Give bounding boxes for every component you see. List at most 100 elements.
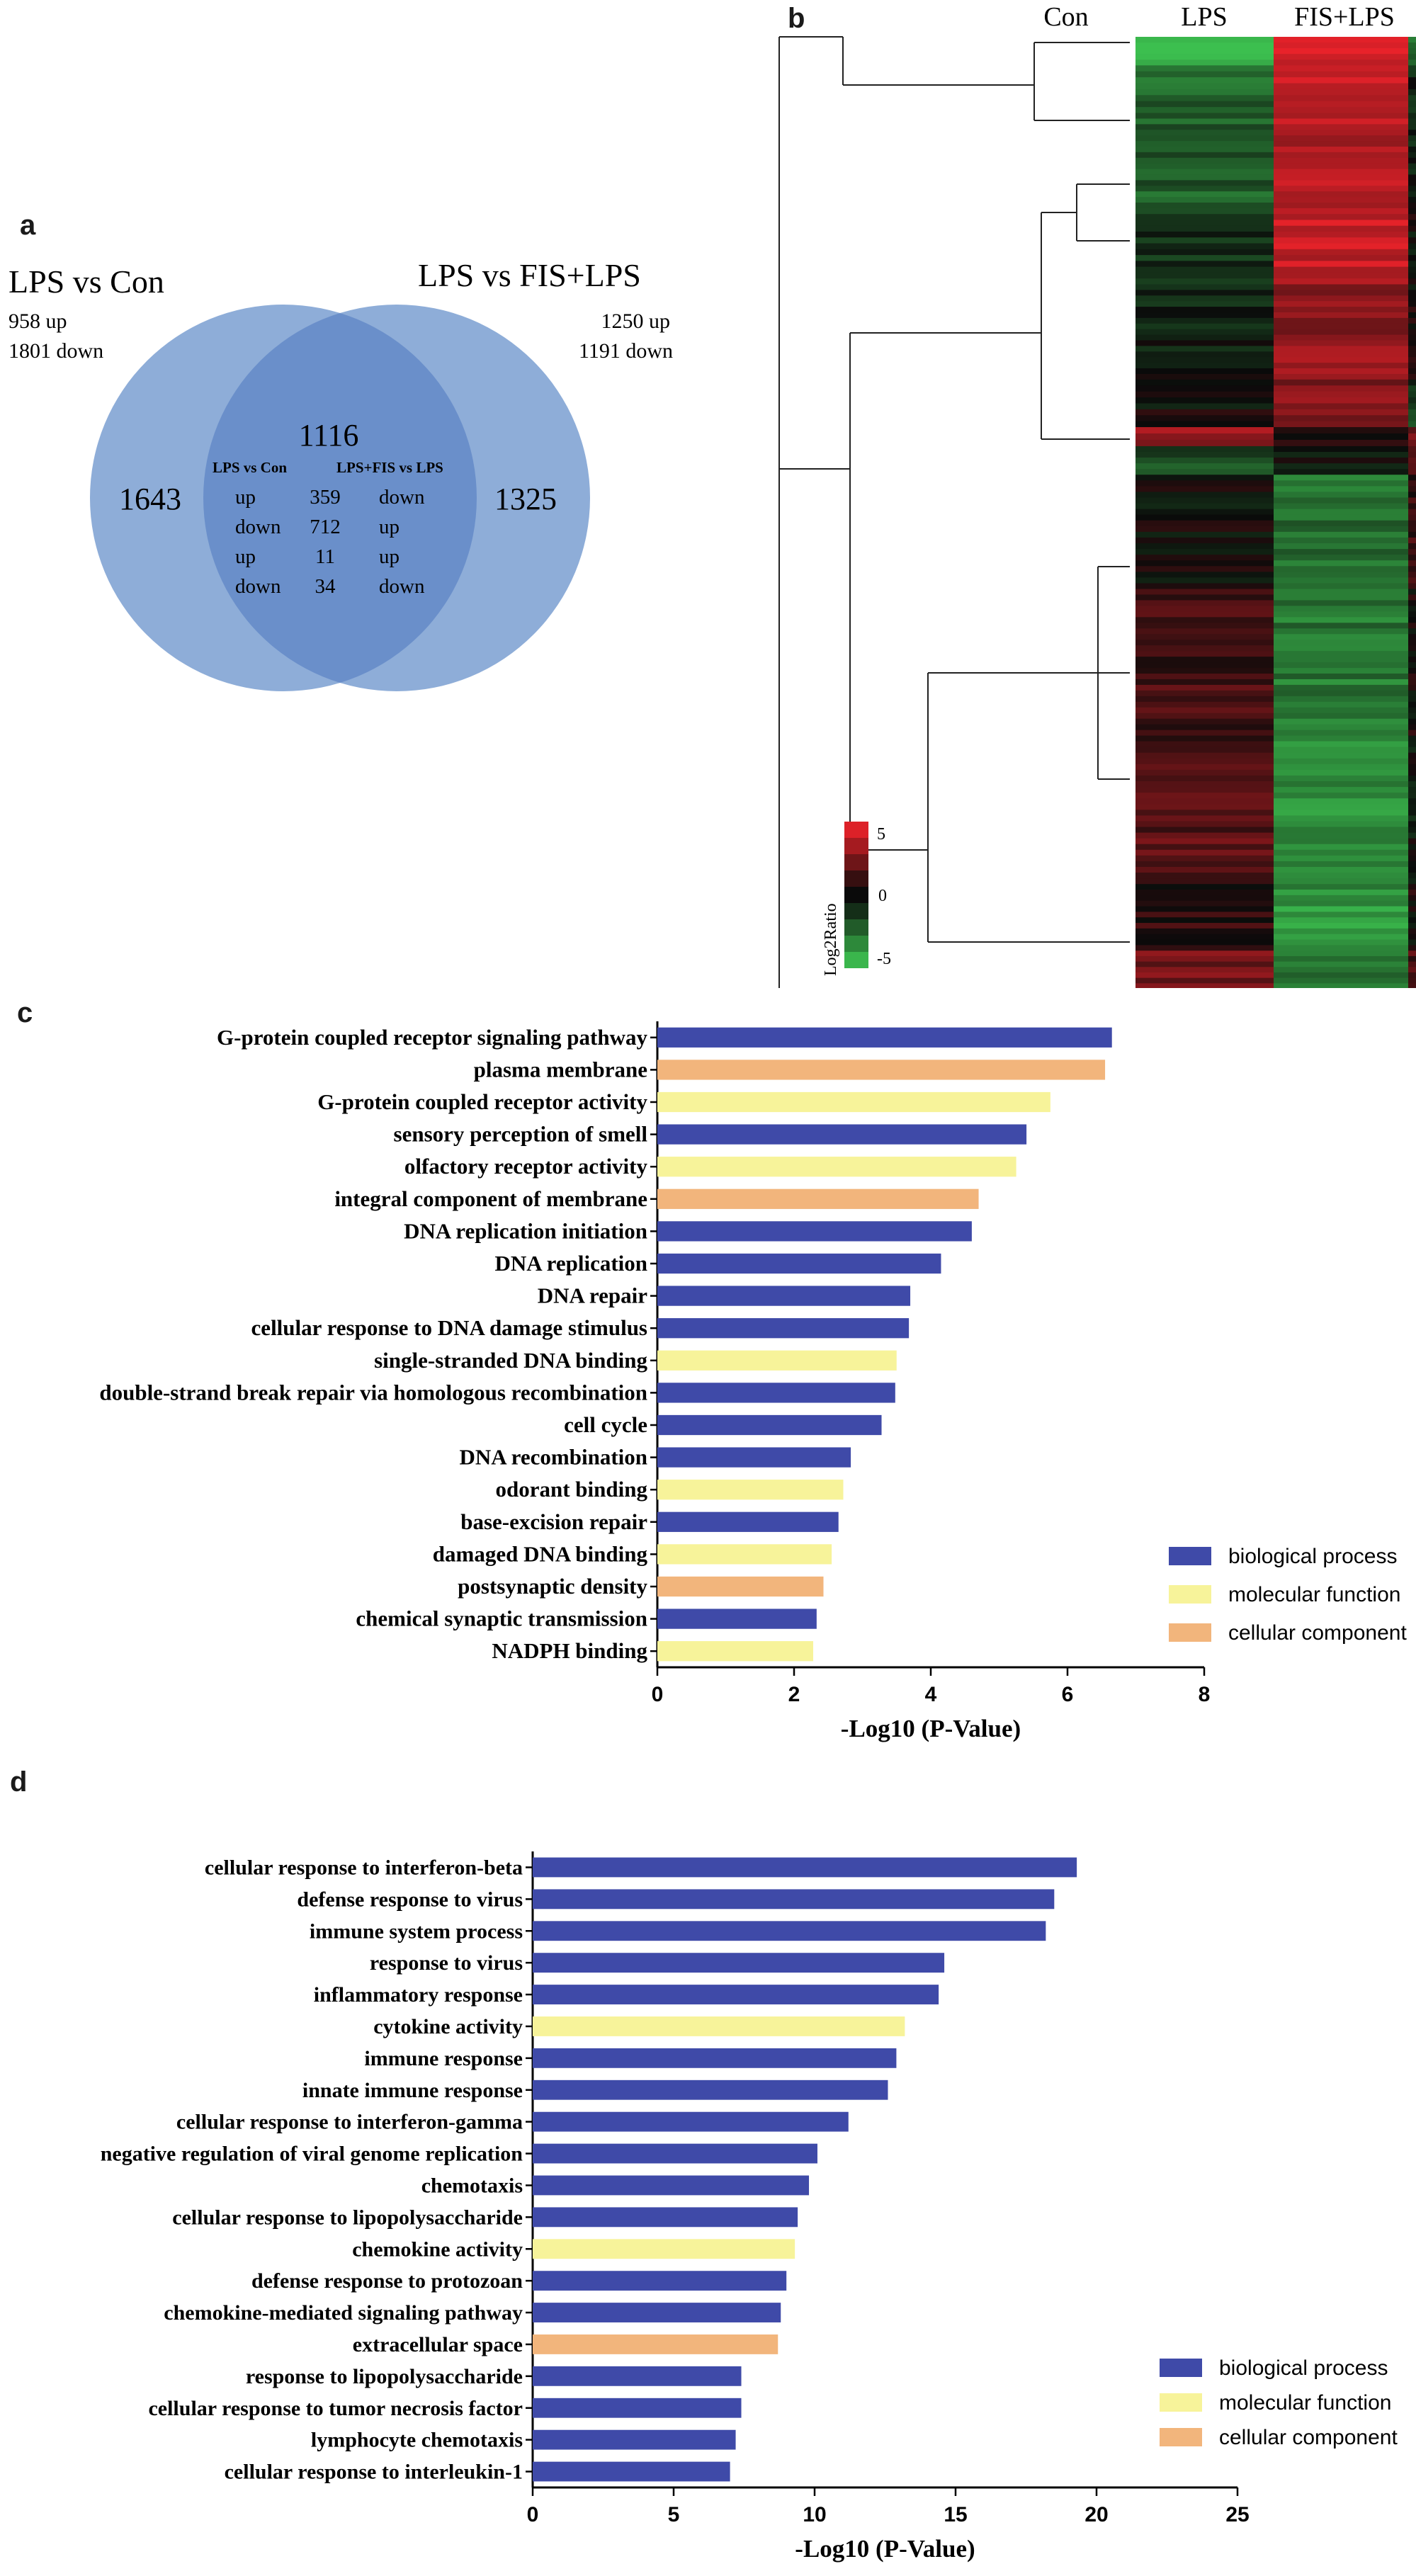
heatmap-cell: [1135, 363, 1274, 369]
heatmap-cell: [1274, 113, 1408, 120]
bar: [533, 2398, 742, 2418]
heatmap-cell: [1135, 368, 1274, 375]
heatmap-cell: [1135, 340, 1274, 347]
heatmap-cell: [1408, 640, 1416, 646]
heatmap-cell: [1274, 169, 1408, 176]
heatmap-cell: [1408, 673, 1416, 680]
venn-table-row-1-right: down: [379, 486, 425, 509]
heatmap-cell: [1408, 243, 1416, 250]
heatmap-cell: [1274, 939, 1408, 946]
x-tick-label: 15: [944, 2503, 967, 2526]
heatmap-cell: [1135, 157, 1274, 164]
heatmap-cell: [1408, 469, 1416, 475]
heatmap-cell: [1135, 855, 1274, 862]
heatmap-cell: [1274, 475, 1408, 481]
heatmap-cell: [1408, 815, 1416, 822]
heatmap-cell: [1274, 163, 1408, 170]
heatmap-cell: [1135, 961, 1274, 968]
heatmap-cell: [1408, 923, 1416, 929]
heatmap-cell: [1408, 323, 1416, 330]
heatmap-cell: [1135, 346, 1274, 352]
heatmap-cell: [1408, 735, 1416, 742]
heatmap-cell: [1274, 640, 1408, 646]
heatmap-cell: [1135, 923, 1274, 929]
heatmap-cell: [1135, 83, 1274, 90]
heatmap-cell: [1135, 169, 1274, 176]
heatmap-cell: [1408, 255, 1416, 261]
heatmap-cell: [1274, 718, 1408, 725]
bar: [657, 1511, 839, 1532]
venn-right-title: LPS vs FIS+LPS: [418, 257, 641, 293]
heatmap-cell: [1274, 363, 1408, 369]
heatmap-cell: [1274, 42, 1408, 49]
heatmap-cell: [1135, 951, 1274, 957]
heatmap-cell: [1408, 59, 1416, 66]
heatmap-cell: [1135, 146, 1274, 153]
heatmap-cell: [1274, 662, 1408, 669]
heatmap-cell: [1408, 463, 1416, 470]
heatmap-cell: [1135, 163, 1274, 170]
heatmap-cell: [1408, 77, 1416, 84]
category-label: base-excision repair: [460, 1509, 647, 1534]
bar: [657, 1414, 882, 1436]
heatmap-cell: [1274, 65, 1408, 72]
venn-table-row-2-count: 712: [310, 516, 341, 538]
category-label: lymphocyte chemotaxis: [311, 2429, 523, 2452]
legend-step: [844, 903, 868, 919]
heatmap-cell: [1408, 983, 1416, 988]
legend-swatch: [1160, 2393, 1202, 2412]
heatmap-cell: [1408, 623, 1416, 629]
x-tick-label: 6: [1062, 1683, 1074, 1706]
legend-step: [844, 919, 868, 936]
heatmap-cell: [1135, 793, 1274, 799]
bar: [657, 1124, 1027, 1145]
heatmap-cell: [1135, 284, 1274, 290]
bar: [533, 2016, 905, 2036]
x-tick-label: 8: [1199, 1683, 1211, 1706]
heatmap-cell: [1274, 955, 1408, 963]
heatmap-cell: [1408, 37, 1416, 43]
legend-label: cellular component: [1228, 1621, 1407, 1645]
legend-swatch: [1160, 2428, 1202, 2446]
heatmap-cell: [1135, 623, 1274, 629]
heatmap-cell: [1408, 317, 1416, 324]
category-label: immune response: [364, 2047, 523, 2070]
heatmap-cell: [1408, 290, 1416, 296]
heatmap-cell: [1408, 961, 1416, 968]
heatmap-cell: [1408, 135, 1416, 142]
heatmap-cell: [1135, 37, 1274, 43]
heatmap-cell: [1274, 446, 1408, 453]
heatmap-cell: [1274, 243, 1408, 250]
heatmap-cell: [1408, 758, 1416, 765]
heatmap-cell: [1274, 707, 1408, 714]
heatmap-cell: [1408, 427, 1416, 434]
heatmap-cell: [1408, 537, 1416, 544]
heatmap-cell: [1408, 928, 1416, 935]
category-label: G-protein coupled receptor activity: [317, 1089, 647, 1114]
heatmap-cell: [1408, 307, 1416, 313]
heatmap-cell: [1408, 379, 1416, 386]
heatmap-cell: [1408, 977, 1416, 984]
heatmap-cell: [1135, 815, 1274, 822]
x-tick-label: 2: [788, 1683, 800, 1706]
category-label: integral component of membrane: [334, 1186, 647, 1211]
heatmap-cell: [1135, 59, 1274, 66]
heatmap-cell: [1274, 351, 1408, 358]
heatmap-cell: [1274, 696, 1408, 703]
go-bar-chart-d: cellular response to interferon-beta defe…: [101, 1851, 1398, 2563]
heatmap-cell: [1135, 752, 1274, 759]
heatmap-cell: [1135, 724, 1274, 731]
heatmap-cell: [1135, 977, 1274, 984]
category-label: DNA replication initiation: [404, 1218, 647, 1243]
heatmap-cell: [1408, 617, 1416, 623]
venn-table-row-3-right: up: [379, 545, 400, 568]
heatmap-cell: [1408, 42, 1416, 49]
heatmap-cells: [1135, 37, 1416, 988]
heatmap-cell: [1274, 54, 1408, 60]
category-label: DNA recombination: [459, 1445, 647, 1470]
category-label: NADPH binding: [492, 1638, 647, 1663]
heatmap-col-label-lps: LPS: [1181, 2, 1227, 32]
category-label: cellular response to interleukin-1: [225, 2461, 523, 2484]
heatmap-cell: [1274, 385, 1408, 392]
legend-tick-high: 5: [877, 825, 885, 844]
